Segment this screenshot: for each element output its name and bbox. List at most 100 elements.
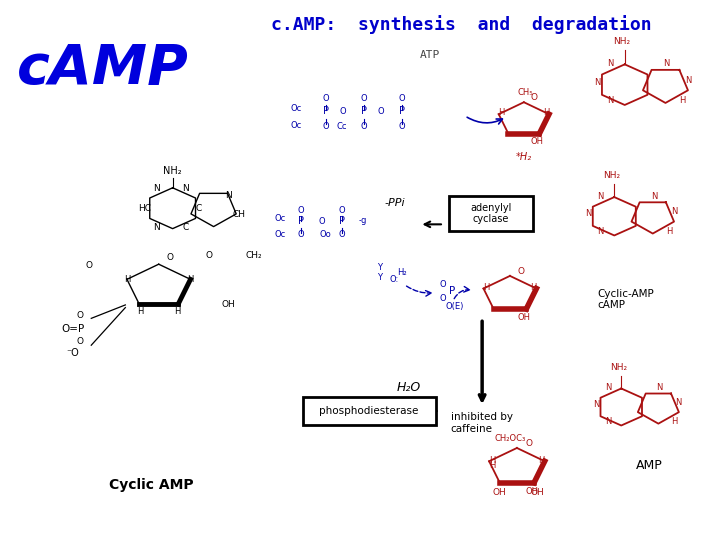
Text: OH: OH: [222, 300, 235, 309]
Text: H: H: [680, 96, 685, 105]
Text: O: O: [205, 251, 212, 260]
Text: NH₂: NH₂: [611, 363, 627, 372]
Text: CH₂OC₃: CH₂OC₃: [495, 434, 526, 443]
Text: CH₂: CH₂: [246, 251, 262, 260]
Text: Y: Y: [377, 263, 382, 272]
Text: H: H: [483, 283, 490, 292]
Text: H₂: H₂: [397, 268, 407, 278]
Text: N: N: [607, 59, 613, 69]
Text: N: N: [607, 96, 613, 105]
Text: N: N: [585, 210, 591, 218]
Text: N: N: [598, 192, 604, 201]
Text: OH: OH: [492, 488, 506, 497]
Text: Cyclic-AMP
cAMP: Cyclic-AMP cAMP: [597, 289, 654, 310]
Text: cAMP: cAMP: [17, 42, 189, 96]
Text: NH₂: NH₂: [603, 171, 621, 180]
Text: Oo: Oo: [320, 230, 331, 239]
Text: H: H: [174, 307, 180, 316]
Text: NH₂: NH₂: [163, 166, 182, 177]
Text: P: P: [449, 286, 455, 295]
Text: OH: OH: [531, 488, 544, 497]
Text: O(E): O(E): [445, 302, 464, 311]
Text: ⁻O: ⁻O: [67, 348, 79, 358]
Text: O: O: [76, 312, 84, 320]
Text: O: O: [319, 217, 325, 226]
Text: O: O: [531, 93, 538, 102]
Text: N: N: [685, 76, 691, 85]
Text: N: N: [675, 398, 682, 407]
Text: NH₂: NH₂: [613, 37, 631, 46]
Text: Y: Y: [377, 273, 382, 282]
Text: H: H: [490, 461, 496, 470]
Text: c.AMP:  synthesis  and  degradation: c.AMP: synthesis and degradation: [271, 15, 652, 34]
Text: N: N: [153, 184, 160, 193]
Text: CH₅: CH₅: [518, 89, 533, 97]
Text: O: O: [518, 267, 525, 276]
Text: N: N: [605, 417, 611, 426]
Text: O=P: O=P: [61, 324, 85, 334]
Text: Cc: Cc: [336, 122, 346, 131]
Text: N: N: [598, 227, 604, 235]
Text: O: O: [167, 253, 174, 262]
Text: HC: HC: [138, 204, 151, 213]
Text: N: N: [671, 207, 677, 217]
Text: O: O: [525, 438, 532, 448]
Text: OH: OH: [518, 313, 531, 322]
Text: H: H: [187, 275, 194, 284]
Text: O: O: [338, 230, 345, 239]
Text: P: P: [323, 106, 328, 116]
Text: inhibited by
caffeine: inhibited by caffeine: [451, 413, 513, 434]
Text: N: N: [594, 78, 600, 86]
Text: O: O: [339, 107, 346, 116]
Text: N: N: [651, 192, 657, 201]
Text: AMP: AMP: [636, 459, 662, 472]
Text: P: P: [338, 217, 345, 226]
Text: N: N: [664, 59, 670, 69]
Text: Oc: Oc: [290, 104, 301, 113]
Text: O: O: [439, 280, 446, 289]
Text: P: P: [361, 106, 367, 116]
Text: *H₂: *H₂: [516, 152, 532, 162]
Text: -g: -g: [359, 215, 367, 225]
Text: N: N: [153, 223, 160, 232]
Text: O: O: [338, 206, 345, 214]
Text: O: O: [439, 294, 446, 302]
Text: OH: OH: [525, 487, 538, 496]
Text: C: C: [183, 223, 189, 232]
Text: P: P: [298, 217, 305, 226]
Text: O:: O:: [390, 275, 398, 284]
FancyBboxPatch shape: [449, 196, 533, 231]
Text: O: O: [323, 94, 329, 103]
Text: O: O: [85, 261, 92, 270]
Text: phosphodiesterase: phosphodiesterase: [320, 406, 419, 416]
Text: Oc: Oc: [275, 230, 286, 239]
Text: -PPi: -PPi: [385, 198, 405, 207]
Text: C: C: [196, 204, 202, 213]
Text: O: O: [399, 122, 405, 131]
Text: O: O: [361, 122, 367, 131]
Text: H: H: [498, 109, 505, 118]
Text: H: H: [666, 227, 672, 235]
Text: CH: CH: [233, 210, 246, 219]
Text: N: N: [225, 192, 232, 200]
Text: N: N: [657, 383, 662, 393]
Text: N: N: [605, 383, 611, 393]
Text: ATP: ATP: [420, 50, 440, 60]
Text: Cyclic AMP: Cyclic AMP: [109, 478, 194, 492]
Text: O: O: [399, 94, 405, 103]
Text: O: O: [298, 230, 305, 239]
Text: H: H: [489, 456, 495, 464]
Text: H: H: [124, 275, 130, 284]
Text: adenylyl
cyclase: adenylyl cyclase: [470, 203, 511, 225]
Text: H: H: [671, 417, 677, 426]
Text: O: O: [76, 337, 84, 346]
Text: Oc: Oc: [275, 214, 286, 223]
Text: O: O: [323, 122, 329, 131]
Text: H₂O: H₂O: [397, 381, 421, 394]
Text: O: O: [298, 206, 305, 214]
Text: Oc: Oc: [290, 120, 301, 130]
Text: O: O: [377, 107, 384, 116]
FancyBboxPatch shape: [302, 397, 436, 425]
Text: H: H: [539, 456, 545, 464]
Text: N: N: [593, 400, 599, 409]
